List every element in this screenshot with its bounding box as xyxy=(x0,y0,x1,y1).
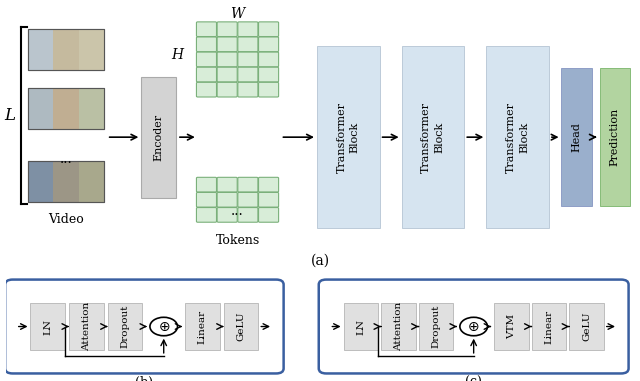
Text: Dropout: Dropout xyxy=(431,305,440,348)
FancyBboxPatch shape xyxy=(217,177,237,192)
Text: W: W xyxy=(230,7,244,21)
FancyBboxPatch shape xyxy=(344,303,378,350)
FancyBboxPatch shape xyxy=(217,37,237,52)
Text: GeLU: GeLU xyxy=(582,312,591,341)
FancyBboxPatch shape xyxy=(108,303,142,350)
FancyBboxPatch shape xyxy=(217,208,237,222)
Text: Tokens: Tokens xyxy=(216,234,260,247)
FancyBboxPatch shape xyxy=(69,303,104,350)
Bar xyxy=(486,46,549,228)
Text: (a): (a) xyxy=(310,253,330,267)
FancyBboxPatch shape xyxy=(238,37,258,52)
Text: GeLU: GeLU xyxy=(237,312,246,341)
Text: Transformer
Block: Transformer Block xyxy=(337,102,360,173)
Text: (b): (b) xyxy=(136,376,154,381)
FancyBboxPatch shape xyxy=(196,22,216,37)
Text: Transformer
Block: Transformer Block xyxy=(506,102,529,173)
Text: Dropout: Dropout xyxy=(120,305,129,348)
FancyBboxPatch shape xyxy=(259,22,278,37)
FancyBboxPatch shape xyxy=(238,82,258,97)
Bar xyxy=(79,88,104,128)
FancyBboxPatch shape xyxy=(259,52,278,67)
FancyBboxPatch shape xyxy=(217,67,237,82)
Bar xyxy=(28,161,104,202)
Bar xyxy=(28,29,104,70)
Text: Head: Head xyxy=(572,122,582,152)
Text: LN: LN xyxy=(356,319,365,335)
Bar xyxy=(28,88,104,128)
FancyBboxPatch shape xyxy=(217,22,237,37)
FancyBboxPatch shape xyxy=(5,280,284,373)
Text: Video: Video xyxy=(48,213,84,226)
FancyBboxPatch shape xyxy=(532,303,566,350)
FancyBboxPatch shape xyxy=(238,192,258,207)
Text: $\oplus$: $\oplus$ xyxy=(157,320,170,333)
Text: $\oplus$: $\oplus$ xyxy=(467,320,480,333)
Text: Attention: Attention xyxy=(394,302,403,351)
Bar xyxy=(28,29,54,70)
FancyBboxPatch shape xyxy=(259,208,278,222)
Text: Linear: Linear xyxy=(198,309,207,344)
FancyBboxPatch shape xyxy=(196,192,216,207)
FancyBboxPatch shape xyxy=(259,177,278,192)
FancyBboxPatch shape xyxy=(238,208,258,222)
FancyBboxPatch shape xyxy=(238,67,258,82)
Text: VTM: VTM xyxy=(507,314,516,339)
FancyBboxPatch shape xyxy=(31,303,65,350)
Text: H: H xyxy=(171,48,183,62)
Bar xyxy=(28,88,54,128)
Bar xyxy=(28,161,104,202)
FancyBboxPatch shape xyxy=(217,82,237,97)
Text: (c): (c) xyxy=(465,376,482,381)
Text: Attention: Attention xyxy=(82,302,91,351)
FancyBboxPatch shape xyxy=(381,303,415,350)
FancyBboxPatch shape xyxy=(196,37,216,52)
Text: Prediction: Prediction xyxy=(610,108,620,166)
Bar xyxy=(28,88,104,128)
FancyBboxPatch shape xyxy=(238,52,258,67)
FancyBboxPatch shape xyxy=(196,82,216,97)
Bar xyxy=(28,29,104,70)
Bar xyxy=(54,161,79,202)
Text: ...: ... xyxy=(231,203,244,218)
FancyBboxPatch shape xyxy=(259,82,278,97)
FancyBboxPatch shape xyxy=(259,67,278,82)
Bar xyxy=(79,161,104,202)
Bar xyxy=(317,46,380,228)
Bar xyxy=(54,88,79,128)
Bar xyxy=(401,46,464,228)
Bar xyxy=(600,68,630,206)
FancyBboxPatch shape xyxy=(196,67,216,82)
FancyBboxPatch shape xyxy=(494,303,529,350)
FancyBboxPatch shape xyxy=(196,177,216,192)
FancyBboxPatch shape xyxy=(217,192,237,207)
Bar xyxy=(54,29,79,70)
FancyBboxPatch shape xyxy=(185,303,220,350)
FancyBboxPatch shape xyxy=(196,52,216,67)
FancyBboxPatch shape xyxy=(570,303,604,350)
FancyBboxPatch shape xyxy=(238,177,258,192)
FancyBboxPatch shape xyxy=(259,192,278,207)
FancyBboxPatch shape xyxy=(217,52,237,67)
Text: Linear: Linear xyxy=(545,309,554,344)
Text: ...: ... xyxy=(60,152,72,166)
Bar xyxy=(79,29,104,70)
Bar xyxy=(561,68,591,206)
Text: LN: LN xyxy=(43,319,52,335)
Bar xyxy=(141,77,176,198)
FancyBboxPatch shape xyxy=(196,208,216,222)
Text: L: L xyxy=(4,107,15,124)
FancyBboxPatch shape xyxy=(224,303,259,350)
FancyBboxPatch shape xyxy=(419,303,453,350)
Text: Transformer
Block: Transformer Block xyxy=(421,102,445,173)
FancyBboxPatch shape xyxy=(0,5,640,271)
Bar xyxy=(28,161,54,202)
FancyBboxPatch shape xyxy=(319,280,628,373)
Text: Encoder: Encoder xyxy=(154,114,163,161)
FancyBboxPatch shape xyxy=(238,22,258,37)
FancyBboxPatch shape xyxy=(259,37,278,52)
